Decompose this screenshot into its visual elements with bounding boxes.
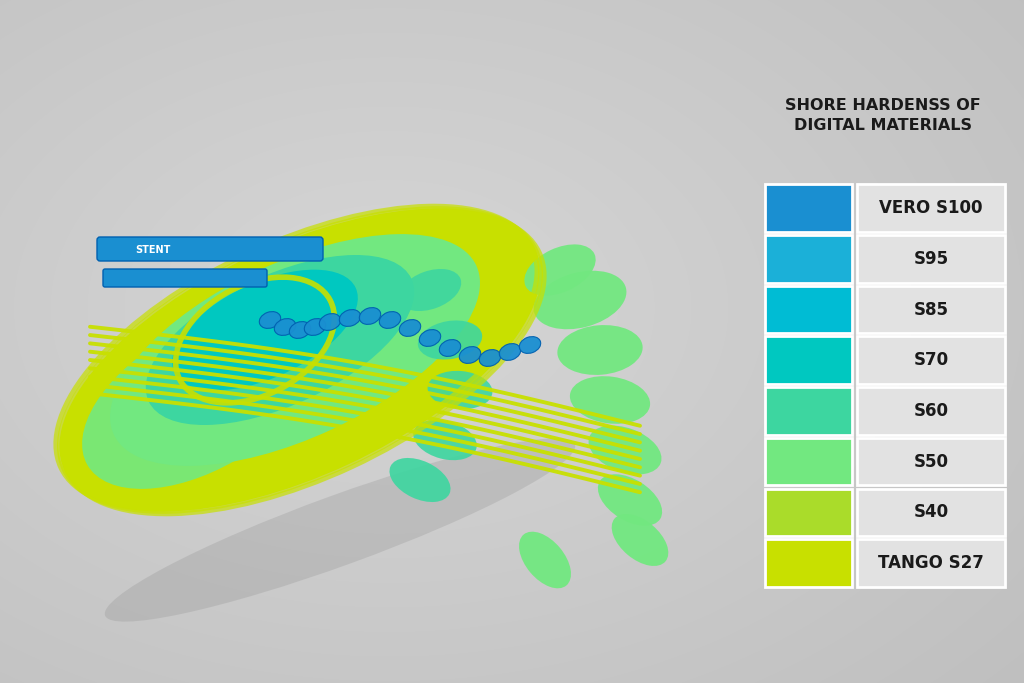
FancyBboxPatch shape: [765, 184, 852, 232]
FancyBboxPatch shape: [765, 285, 852, 333]
Ellipse shape: [110, 234, 480, 466]
Ellipse shape: [428, 371, 493, 409]
Ellipse shape: [359, 307, 381, 324]
Ellipse shape: [274, 318, 296, 335]
FancyBboxPatch shape: [857, 337, 1005, 384]
Ellipse shape: [259, 311, 281, 329]
Text: S60: S60: [913, 402, 948, 420]
FancyBboxPatch shape: [765, 488, 852, 536]
Ellipse shape: [418, 320, 482, 359]
Ellipse shape: [398, 269, 461, 311]
FancyBboxPatch shape: [857, 387, 1005, 435]
Ellipse shape: [290, 322, 310, 338]
FancyBboxPatch shape: [857, 285, 1005, 333]
Text: VERO S100: VERO S100: [880, 199, 983, 217]
Ellipse shape: [59, 208, 541, 512]
Ellipse shape: [82, 311, 317, 489]
Ellipse shape: [598, 474, 663, 526]
FancyBboxPatch shape: [857, 184, 1005, 232]
Ellipse shape: [319, 313, 341, 331]
FancyBboxPatch shape: [857, 235, 1005, 283]
Ellipse shape: [519, 531, 571, 588]
FancyBboxPatch shape: [97, 237, 323, 261]
FancyBboxPatch shape: [765, 387, 852, 435]
Ellipse shape: [534, 270, 627, 329]
Ellipse shape: [389, 458, 451, 502]
Ellipse shape: [557, 325, 643, 375]
Text: SHORE HARDENSS OF
DIGITAL MATERIALS: SHORE HARDENSS OF DIGITAL MATERIALS: [784, 98, 980, 133]
FancyBboxPatch shape: [765, 539, 852, 587]
Ellipse shape: [524, 245, 596, 296]
FancyBboxPatch shape: [857, 539, 1005, 587]
Text: S40: S40: [913, 503, 948, 521]
Ellipse shape: [145, 255, 415, 425]
Ellipse shape: [500, 344, 520, 361]
Ellipse shape: [519, 337, 541, 353]
Ellipse shape: [589, 426, 662, 475]
Ellipse shape: [104, 438, 575, 622]
FancyBboxPatch shape: [857, 488, 1005, 536]
Ellipse shape: [439, 339, 461, 357]
FancyBboxPatch shape: [103, 269, 267, 287]
Ellipse shape: [304, 318, 326, 335]
FancyBboxPatch shape: [765, 337, 852, 384]
Text: S95: S95: [913, 250, 948, 268]
Ellipse shape: [414, 420, 477, 460]
Ellipse shape: [379, 311, 400, 329]
Ellipse shape: [399, 320, 421, 337]
Ellipse shape: [460, 346, 480, 363]
FancyBboxPatch shape: [765, 438, 852, 486]
Ellipse shape: [570, 376, 650, 424]
Text: S70: S70: [913, 351, 948, 370]
FancyBboxPatch shape: [765, 235, 852, 283]
Text: TANGO S27: TANGO S27: [878, 554, 984, 572]
Ellipse shape: [339, 309, 360, 326]
Text: S85: S85: [913, 301, 948, 319]
Ellipse shape: [611, 514, 669, 566]
Text: STENT: STENT: [135, 245, 170, 255]
FancyBboxPatch shape: [857, 438, 1005, 486]
Ellipse shape: [172, 270, 357, 390]
Ellipse shape: [479, 350, 501, 366]
Ellipse shape: [419, 330, 440, 346]
Text: S50: S50: [913, 453, 948, 471]
